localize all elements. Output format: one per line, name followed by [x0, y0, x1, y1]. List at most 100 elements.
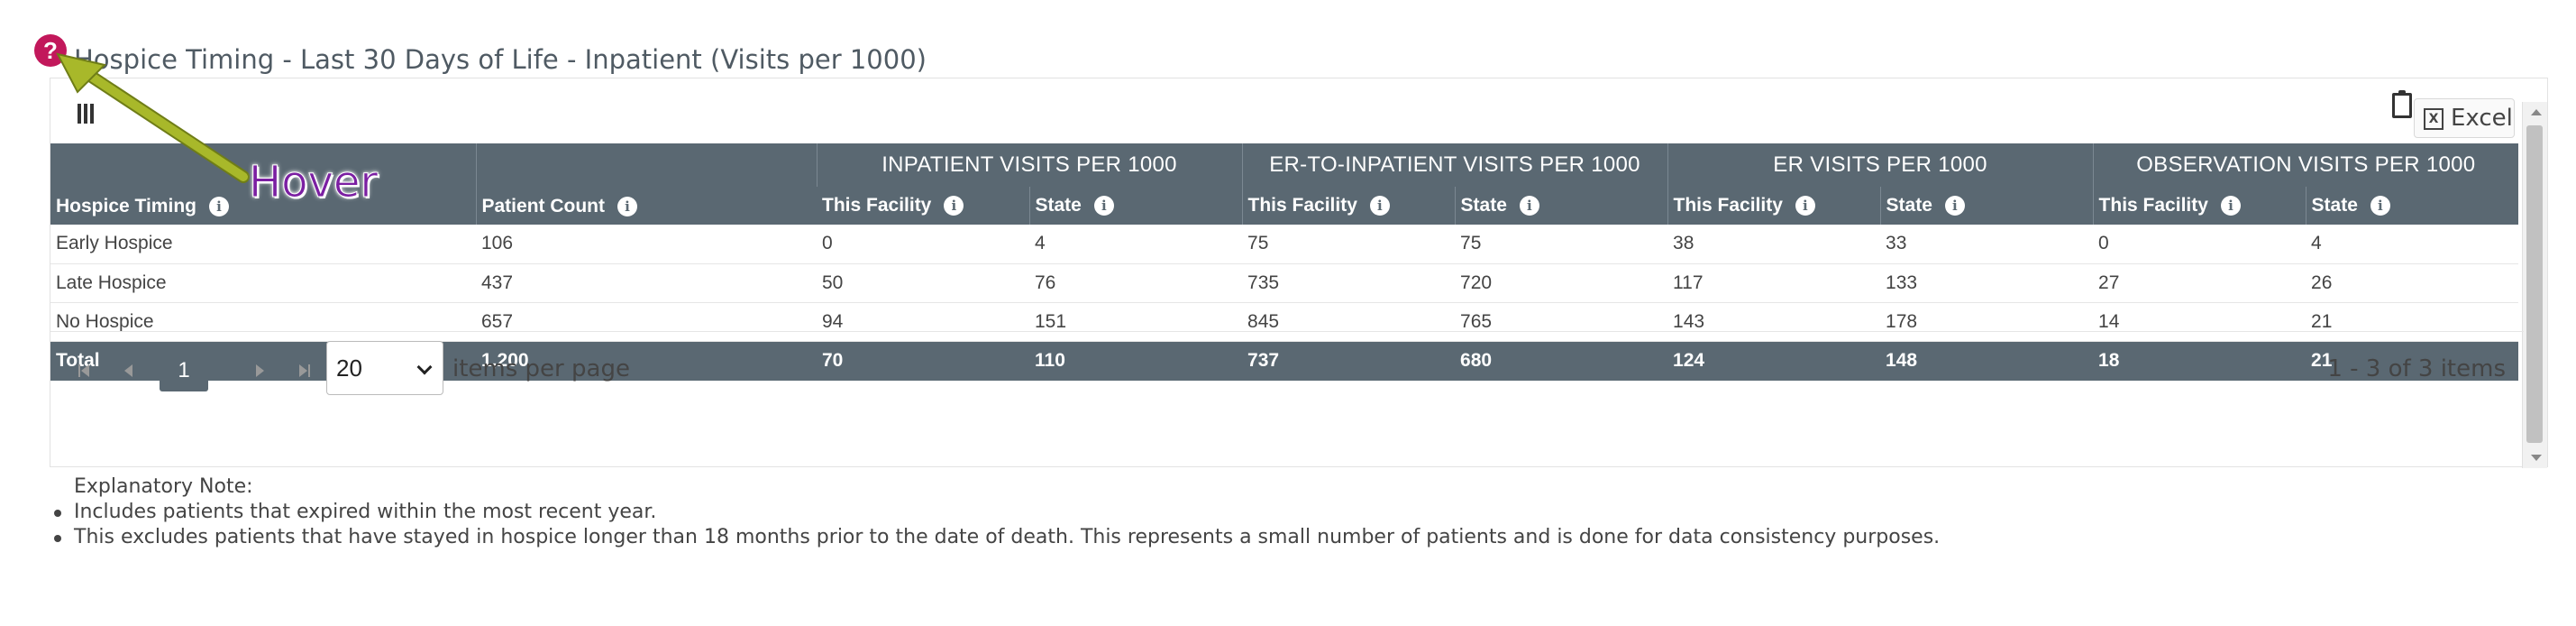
first-page-button[interactable]: [63, 350, 105, 391]
table-row[interactable]: Early Hospice 106 0 4 75 75 38 33 0 4: [50, 225, 2519, 264]
info-icon[interactable]: i: [1795, 196, 1815, 216]
column-header-label: This Facility: [2098, 195, 2208, 216]
info-icon[interactable]: i: [944, 196, 964, 216]
cell-value: 50: [817, 263, 1029, 303]
grid-toolbar: X Excel: [50, 78, 2547, 143]
column-header-patient-count[interactable]: Patient Count i: [475, 143, 817, 225]
scrollbar-thumb[interactable]: [2526, 125, 2543, 443]
note-item: This excludes patients that have stayed …: [54, 525, 1940, 550]
column-header-state[interactable]: State i: [1454, 187, 1668, 225]
pager: 1 20 items per page 1 - 3 of 3 items: [50, 331, 2524, 410]
cell-hospice-timing: No Hospice: [50, 302, 476, 342]
column-header-state[interactable]: State i: [1028, 187, 1243, 225]
column-header-label: State: [1035, 195, 1082, 216]
per-page-label: items per page: [452, 355, 630, 382]
cell-value: 4: [2306, 225, 2519, 264]
scroll-up-arrow-icon[interactable]: [2531, 109, 2542, 115]
cell-value: 765: [1455, 302, 1668, 342]
excel-icon: X: [2424, 108, 2444, 130]
cell-total-count: 1,200: [476, 341, 817, 381]
pager-info: 1 - 3 of 3 items: [2327, 355, 2506, 382]
page-size-value: 20: [336, 354, 362, 382]
cell-value: 75: [1455, 225, 1668, 264]
column-header-label: Hospice Timing: [56, 196, 196, 216]
next-page-icon: [256, 364, 264, 377]
note-item: Includes patients that expired within th…: [54, 500, 1940, 525]
cell-patient-count: 657: [476, 302, 817, 342]
previous-page-button[interactable]: [106, 350, 148, 391]
cell-value: 4: [1029, 225, 1243, 264]
cell-value: 117: [1667, 263, 1881, 303]
next-page-button[interactable]: [240, 350, 281, 391]
info-icon[interactable]: i: [1093, 196, 1114, 216]
info-icon[interactable]: i: [1369, 196, 1390, 216]
excel-export-button[interactable]: X Excel: [2414, 98, 2515, 138]
cell-value: 14: [2093, 302, 2307, 342]
explanatory-note: Explanatory Note: Includes patients that…: [54, 474, 1940, 550]
cell-total-value: 21: [2306, 341, 2519, 381]
first-page-icon: [81, 364, 89, 377]
cell-total-value: 737: [1242, 341, 1456, 381]
cell-value: 178: [1880, 302, 2094, 342]
group-header-er: ER VISITS PER 1000: [1667, 143, 2094, 187]
cell-value: 143: [1667, 302, 1881, 342]
info-icon[interactable]: i: [1944, 196, 1965, 216]
table-row[interactable]: Late Hospice 437 50 76 735 720 117 133 2…: [50, 263, 2519, 303]
column-header-this-facility[interactable]: This Facility i: [1667, 187, 1881, 225]
group-header-observation: OBSERVATION VISITS PER 1000: [2092, 143, 2519, 187]
cell-total-value: 70: [817, 341, 1029, 381]
cell-total-value: 680: [1455, 341, 1668, 381]
chevron-down-icon: [416, 359, 433, 375]
info-icon[interactable]: i: [1519, 196, 1539, 216]
info-icon[interactable]: i: [617, 197, 637, 217]
column-header-state[interactable]: State i: [1879, 187, 2094, 225]
info-icon[interactable]: i: [208, 197, 229, 217]
previous-page-icon: [124, 364, 132, 377]
clipboard-icon[interactable]: [2392, 90, 2412, 118]
columns-icon[interactable]: [78, 104, 94, 124]
column-header-label: This Facility: [1247, 195, 1357, 216]
note-title: Explanatory Note:: [74, 475, 253, 498]
scroll-down-arrow-icon[interactable]: [2531, 455, 2542, 461]
cell-total-value: 18: [2093, 341, 2307, 381]
cell-value: 33: [1880, 225, 2094, 264]
page-title: Hospice Timing - Last 30 Days of Life - …: [74, 44, 927, 75]
cell-total-value: 124: [1667, 341, 1881, 381]
column-header-this-facility[interactable]: This Facility i: [817, 187, 1029, 225]
cell-value: 0: [2093, 225, 2307, 264]
cell-value: 720: [1455, 263, 1668, 303]
column-header-state[interactable]: State i: [2305, 187, 2519, 225]
column-header-this-facility[interactable]: This Facility i: [2092, 187, 2307, 225]
info-icon[interactable]: i: [2220, 196, 2241, 216]
cell-total-value: 148: [1880, 341, 2094, 381]
column-header-label: State: [1460, 195, 1507, 216]
cell-value: 21: [2306, 302, 2519, 342]
cell-value: 26: [2306, 263, 2519, 303]
cell-value: 133: [1880, 263, 2094, 303]
column-header-label: This Facility: [822, 195, 932, 216]
cell-value: 75: [1242, 225, 1456, 264]
page-size-select[interactable]: 20: [326, 341, 443, 395]
group-header-inpatient: INPATIENT VISITS PER 1000: [816, 143, 1243, 187]
last-page-icon: [299, 364, 307, 377]
excel-button-label: Excel: [2451, 105, 2513, 132]
column-header-label: State: [1886, 195, 1932, 216]
cell-total-value: 110: [1029, 341, 1243, 381]
cell-value: 76: [1029, 263, 1243, 303]
table-row[interactable]: No Hospice 657 94 151 845 765 143 178 14…: [50, 302, 2519, 342]
vertical-scrollbar[interactable]: [2522, 102, 2547, 468]
cell-value: 0: [817, 225, 1029, 264]
annotation-label: Hover: [248, 157, 379, 208]
cell-value: 151: [1029, 302, 1243, 342]
column-header-label: This Facility: [1673, 195, 1783, 216]
last-page-button[interactable]: [283, 350, 324, 391]
data-grid: X Excel Hospice Timing i Patient Count i I…: [50, 78, 2548, 468]
info-icon[interactable]: i: [2370, 196, 2390, 216]
column-header-label: State: [2311, 195, 2358, 216]
cell-value: 845: [1242, 302, 1456, 342]
cell-hospice-timing: Late Hospice: [50, 263, 476, 303]
column-header-this-facility[interactable]: This Facility i: [1241, 187, 1456, 225]
help-icon[interactable]: ?: [34, 34, 67, 67]
current-page-button[interactable]: 1: [160, 350, 208, 391]
cell-value: 38: [1667, 225, 1881, 264]
